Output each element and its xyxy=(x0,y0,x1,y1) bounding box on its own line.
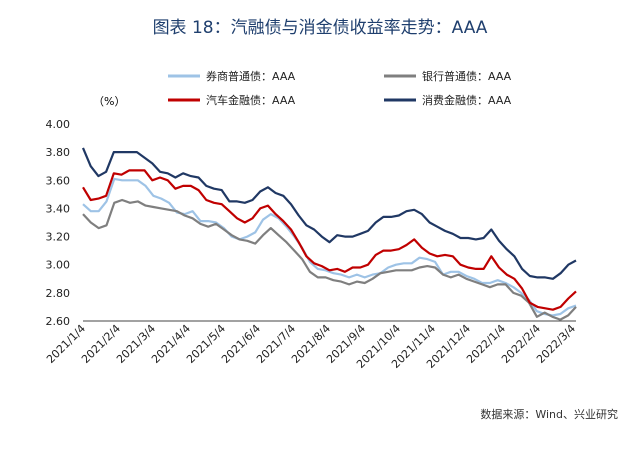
y-tick-label: 2.60 xyxy=(46,315,71,328)
y-tick-label: 2.80 xyxy=(46,287,71,300)
series-lines xyxy=(81,147,577,321)
y-tick-label: 3.00 xyxy=(46,259,71,272)
series-line-0 xyxy=(82,177,577,317)
y-tick-label: 3.60 xyxy=(46,174,71,187)
x-axis: 2021/1/42021/2/42021/3/42021/4/42021/5/4… xyxy=(44,320,578,371)
source-note: 数据来源：Wind、兴业研究 xyxy=(480,407,618,421)
y-unit-label: （%） xyxy=(93,95,125,108)
legend-label-2: 汽车金融债：AAA xyxy=(206,93,296,107)
y-tick-label: 4.00 xyxy=(46,118,71,131)
series-line-1 xyxy=(82,198,577,321)
chart-title: 图表 18：汽融债与消金债收益率走势：AAA xyxy=(153,18,488,38)
legend-label-0: 券商普通债：AAA xyxy=(206,69,296,83)
legend-label-1: 银行普通债：AAA xyxy=(422,69,512,83)
y-tick-label: 3.40 xyxy=(46,202,71,215)
y-tick-label: 3.80 xyxy=(46,146,71,159)
legend-label-3: 消费金融债：AAA xyxy=(422,93,512,107)
series-line-2 xyxy=(82,169,577,311)
series-line-3 xyxy=(81,147,577,280)
legend: 券商普通债：AAA 银行普通债：AAA 汽车金融债：AAA 消费金融债：AAA xyxy=(168,69,512,107)
y-tick-label: 3.20 xyxy=(46,231,71,244)
x-tick-label: 2022/3/4 xyxy=(534,322,578,366)
y-axis-ticks: 4.00 3.80 3.60 3.40 3.20 3.00 2.80 2.60 xyxy=(46,118,71,328)
